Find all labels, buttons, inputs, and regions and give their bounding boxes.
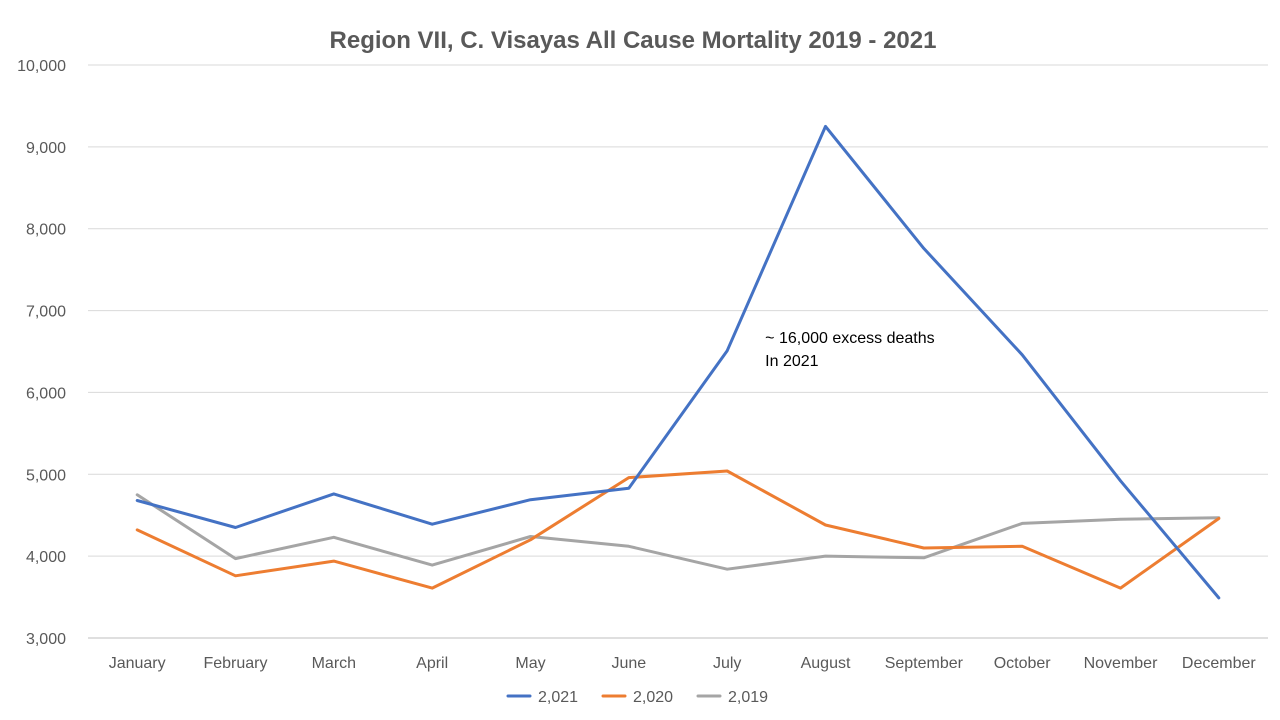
x-tick-label: July (713, 655, 741, 672)
y-tick-label: 6,000 (26, 385, 66, 402)
legend: 2,021 2,020 2,019 (506, 689, 768, 706)
annotations: ~ 16,000 excess deaths In 2021 (765, 330, 934, 370)
x-tick-label: October (994, 655, 1052, 672)
series-line-2020 (135, 469, 1221, 590)
y-tick-label: 3,000 (26, 631, 66, 648)
legend-label: 2,020 (633, 689, 673, 706)
y-tick-label: 4,000 (26, 549, 66, 566)
x-tick-label: June (611, 655, 646, 672)
x-axis-labels: January February March April May June July Augu… (109, 655, 1257, 672)
legend-label: 2,019 (728, 689, 768, 706)
x-tick-label: April (416, 655, 448, 672)
y-tick-label: 9,000 (26, 140, 66, 157)
x-tick-label: January (109, 655, 166, 672)
x-tick-label: May (515, 655, 545, 672)
y-tick-label: 8,000 (26, 222, 66, 239)
x-tick-label: February (203, 655, 267, 672)
x-tick-label: March (312, 655, 356, 672)
y-tick-label: 10,000 (17, 58, 66, 75)
series-line-2021 (135, 124, 1221, 600)
x-tick-label: December (1182, 655, 1256, 672)
x-tick-label: September (885, 655, 964, 672)
annotation-text: ~ 16,000 excess deaths (765, 330, 934, 347)
series-lines (135, 124, 1221, 600)
y-axis-labels: 3,000 4,000 5,000 6,000 7,000 8,000 9,000 10,00… (17, 58, 66, 648)
y-tick-label: 5,000 (26, 467, 66, 484)
y-tick-label: 7,000 (26, 304, 66, 321)
series-line-2019 (135, 493, 1221, 571)
x-tick-label: August (801, 655, 851, 672)
legend-label: 2,021 (538, 689, 578, 706)
annotation-text: In 2021 (765, 353, 818, 370)
chart-title: Region VII, C. Visayas All Cause Mortali… (330, 27, 937, 54)
x-tick-label: November (1084, 655, 1158, 672)
